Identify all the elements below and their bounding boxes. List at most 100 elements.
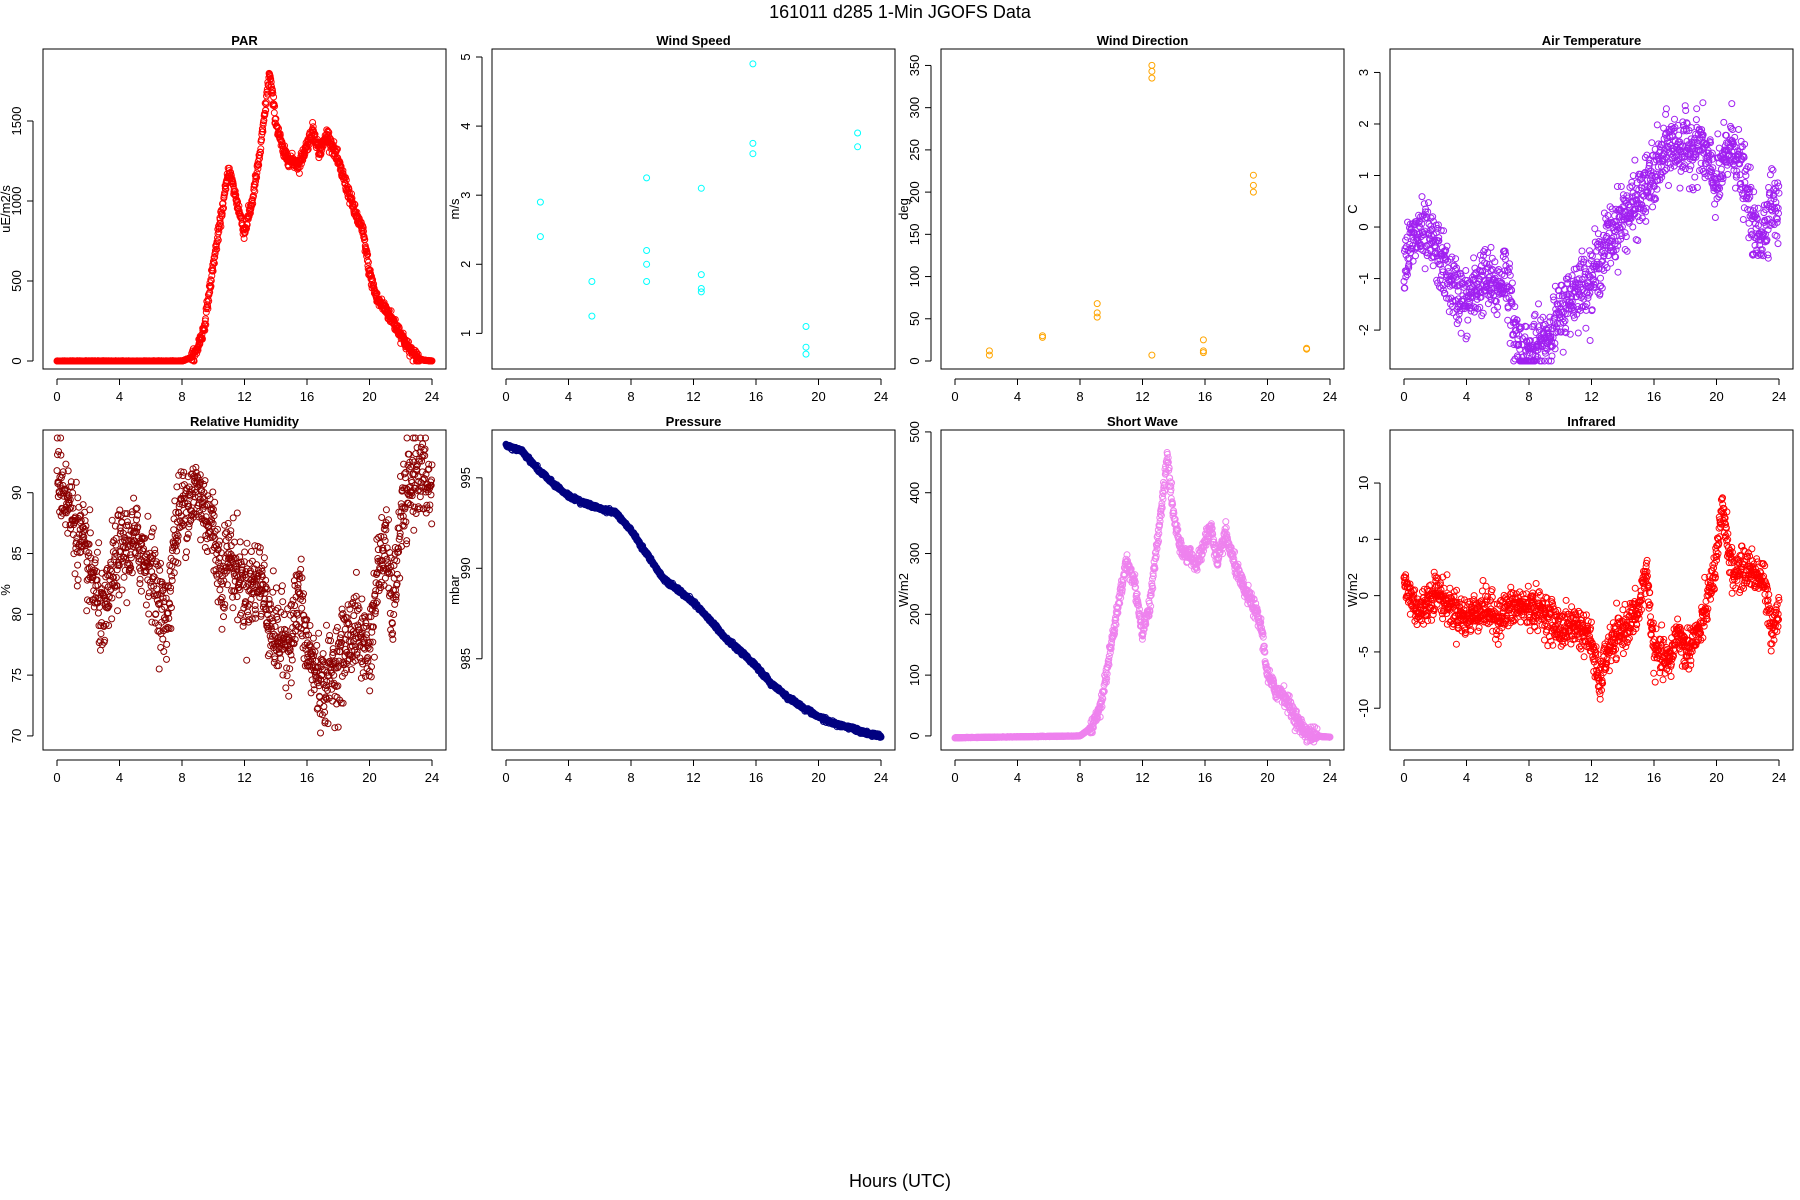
data-point — [1457, 329, 1465, 337]
data-point — [1148, 351, 1156, 359]
data-point — [1769, 166, 1777, 174]
data-point — [1704, 149, 1712, 157]
data-point — [1563, 310, 1571, 318]
data-point — [1487, 243, 1495, 251]
data-point — [1539, 313, 1547, 321]
y-tick-label: 1 — [458, 330, 473, 337]
data-point — [1547, 357, 1555, 365]
data-point — [1580, 295, 1588, 303]
y-tick-label: 2 — [1356, 120, 1371, 127]
data-point — [1596, 290, 1604, 298]
data-point — [267, 78, 275, 86]
data-point — [802, 323, 810, 330]
data-point — [1510, 341, 1518, 349]
y-tick-label: 100 — [907, 266, 922, 288]
data-point — [1445, 308, 1453, 316]
data-point — [1249, 188, 1257, 196]
data-point — [278, 587, 286, 595]
data-point — [1586, 337, 1594, 344]
data-point — [1556, 300, 1564, 308]
data-point — [1597, 274, 1604, 282]
x-tick-label: 16 — [300, 770, 314, 785]
x-tick-label: 8 — [178, 389, 185, 404]
data-point — [1418, 220, 1426, 228]
data-point — [1719, 172, 1727, 180]
x-tick-label: 20 — [1260, 389, 1274, 404]
data-point — [261, 99, 269, 107]
y-tick-label: 150 — [907, 223, 922, 245]
data-point — [1604, 212, 1612, 219]
data-point — [1517, 323, 1525, 331]
data-point — [1587, 251, 1595, 259]
x-tick-label: 4 — [565, 389, 572, 404]
data-point — [1658, 173, 1666, 181]
data-point — [254, 165, 262, 173]
x-tick-label: 0 — [1400, 389, 1407, 404]
data-point — [1676, 184, 1684, 192]
data-point — [1493, 311, 1501, 319]
data-point — [160, 648, 168, 655]
figure-title: 161011 d285 1-Min JGOFS Data — [769, 2, 1031, 22]
data-point — [1474, 305, 1482, 313]
panel-title: Pressure — [666, 414, 722, 429]
data-point — [1494, 303, 1502, 311]
data-point — [1740, 154, 1748, 161]
data-point — [749, 139, 757, 147]
data-point — [137, 587, 145, 595]
data-point — [854, 143, 862, 151]
data-point — [1511, 303, 1519, 311]
data-point — [278, 582, 286, 590]
x-tick-label: 20 — [811, 389, 825, 404]
data-point — [246, 209, 254, 217]
y-tick-label: -1 — [1356, 273, 1371, 285]
data-point — [1727, 124, 1735, 132]
data-point — [1750, 188, 1758, 196]
data-point — [1462, 267, 1470, 274]
data-point — [1401, 284, 1409, 292]
y-axis-label: m/s — [447, 198, 462, 219]
data-point — [209, 488, 217, 496]
data-point — [1439, 282, 1447, 289]
data-points — [536, 60, 862, 358]
data-point — [1665, 182, 1672, 189]
y-tick-label: 85 — [9, 546, 24, 560]
data-point — [1405, 264, 1413, 272]
data-point — [1648, 139, 1656, 147]
data-point — [1502, 250, 1510, 258]
y-tick-label: 300 — [907, 97, 922, 119]
data-point — [390, 611, 398, 618]
data-point — [1751, 241, 1759, 249]
data-point — [1628, 178, 1636, 186]
data-point — [182, 554, 190, 562]
panel-title: PAR — [231, 33, 258, 48]
x-tick-label: 4 — [565, 770, 572, 785]
data-point — [297, 555, 305, 563]
data-point — [155, 665, 163, 673]
x-tick-label: 4 — [1014, 389, 1021, 404]
data-point — [1476, 303, 1484, 311]
data-point — [216, 586, 224, 594]
data-point — [1568, 272, 1576, 280]
data-point — [304, 145, 312, 153]
plot-frame — [491, 48, 896, 370]
data-point — [97, 630, 105, 638]
data-point — [1586, 247, 1593, 255]
data-point — [1734, 147, 1742, 155]
data-point — [157, 644, 165, 651]
data-point — [1435, 234, 1443, 242]
data-point — [363, 248, 371, 255]
data-point — [1631, 192, 1639, 200]
data-point — [309, 634, 317, 642]
data-point — [149, 524, 157, 532]
data-point — [74, 576, 82, 584]
data-point — [202, 321, 210, 329]
x-tick-label: 24 — [425, 770, 439, 785]
data-point — [1707, 151, 1715, 159]
data-point — [1403, 271, 1411, 279]
data-point — [1644, 192, 1652, 200]
data-point — [93, 548, 101, 556]
data-point — [348, 190, 355, 198]
data-point — [1600, 252, 1608, 260]
data-point — [1553, 320, 1561, 328]
